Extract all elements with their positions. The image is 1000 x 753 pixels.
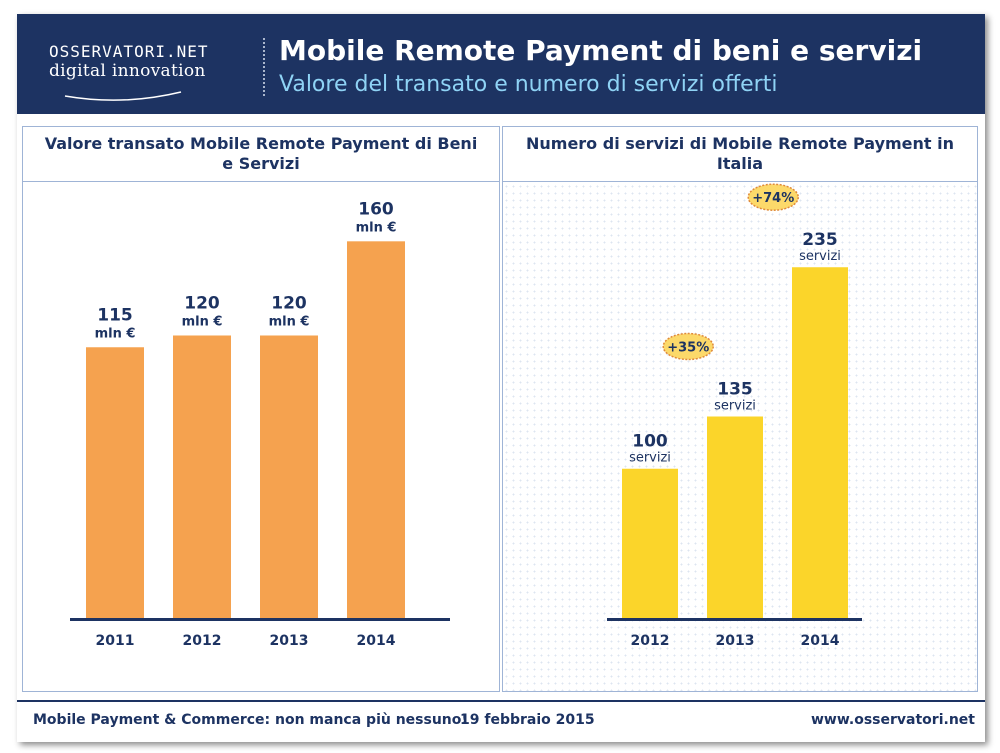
page-title: Mobile Remote Payment di beni e servizi xyxy=(279,34,923,67)
header-banner: OSSERVATORI.NET digital innovation Mobil… xyxy=(17,14,985,114)
bar-2013 xyxy=(707,416,763,618)
panel-servizi-header: Numero di servizi di Mobile Remote Payme… xyxy=(503,127,977,182)
x-axis-line xyxy=(70,618,450,621)
chart-title-servizi: Numero di servizi di Mobile Remote Payme… xyxy=(525,134,955,173)
bar-2013 xyxy=(260,335,318,618)
data-label-unit: mln € xyxy=(95,326,136,341)
growth-badge-label: +74% xyxy=(752,191,794,206)
data-label-value: 120 xyxy=(271,293,307,313)
bar-2014 xyxy=(792,267,848,618)
data-label-unit: mln € xyxy=(269,314,310,329)
x-tick-label: 2014 xyxy=(357,633,396,649)
logo-text: OSSERVATORI.NET xyxy=(49,42,209,61)
panel-transato-header: Valore transato Mobile Remote Payment di… xyxy=(23,127,499,182)
footer-divider xyxy=(17,700,985,702)
data-label-value: 235 xyxy=(802,230,838,250)
x-axis-line xyxy=(607,618,862,621)
chart-title-transato: Valore transato Mobile Remote Payment di… xyxy=(44,134,478,173)
x-tick-label: 2013 xyxy=(270,633,309,649)
chart-servizi: 2012100servizi2013135servizi2014235servi… xyxy=(607,183,862,649)
data-label-value: 100 xyxy=(632,432,668,452)
bar-2011 xyxy=(86,347,144,618)
growth-badge-shape xyxy=(747,183,799,211)
osservatori-logo: OSSERVATORI.NET digital innovation xyxy=(49,42,209,101)
x-tick-label: 2012 xyxy=(183,633,222,649)
slide: OSSERVATORI.NET digital innovation Mobil… xyxy=(17,14,985,742)
x-tick-label: 2013 xyxy=(716,633,755,649)
panel-transato: Valore transato Mobile Remote Payment di… xyxy=(22,126,500,692)
growth-badge-label: +35% xyxy=(667,341,709,356)
data-label-value: 135 xyxy=(717,380,753,400)
bar-2012 xyxy=(173,335,231,618)
data-label-unit: mln € xyxy=(182,314,223,329)
growth-badge: +35% xyxy=(662,332,714,361)
bar-2012 xyxy=(622,468,678,618)
data-label-unit: mln € xyxy=(356,220,397,235)
page-subtitle: Valore del transato e numero di servizi … xyxy=(279,72,778,97)
header-divider xyxy=(263,38,265,96)
footer-website[interactable]: www.osservatori.net xyxy=(811,712,975,728)
x-tick-label: 2011 xyxy=(96,633,135,649)
data-label-value: 160 xyxy=(358,199,394,219)
data-label-unit: servizi xyxy=(714,399,756,414)
data-label-unit: servizi xyxy=(629,451,671,466)
bar-2014 xyxy=(347,241,405,619)
logo-swoosh-icon xyxy=(64,91,182,101)
footer-event-title: Mobile Payment & Commerce: non manca più… xyxy=(33,712,468,728)
logo-tagline: digital innovation xyxy=(49,61,206,81)
x-tick-label: 2012 xyxy=(631,633,670,649)
panel-servizi: Numero di servizi di Mobile Remote Payme… xyxy=(502,126,978,692)
x-tick-label: 2014 xyxy=(801,633,840,649)
growth-badge-shape xyxy=(662,332,714,361)
growth-badge: +74% xyxy=(747,183,799,211)
footer-date: 19 febbraio 2015 xyxy=(460,712,595,728)
data-label-value: 115 xyxy=(97,305,133,325)
data-label-unit: servizi xyxy=(799,249,841,264)
data-label-value: 120 xyxy=(184,293,220,313)
